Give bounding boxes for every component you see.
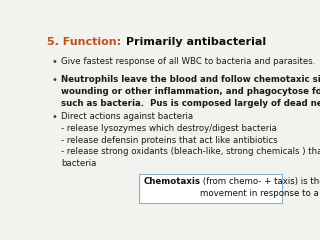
FancyBboxPatch shape [139,174,282,203]
Text: Direct actions against bacteria
- release lysozymes which destroy/digest bacteri: Direct actions against bacteria - releas… [61,112,320,168]
Text: Primarily antibacterial: Primarily antibacterial [125,37,266,47]
Text: •: • [51,57,57,67]
Text: •: • [51,112,57,122]
Text: Chemotaxis: Chemotaxis [143,177,200,186]
Text: Neutrophils leave the blood and follow chemotaxic signals to sites of
wounding o: Neutrophils leave the blood and follow c… [61,75,320,108]
Text: Give fastest response of all WBC to bacteria and parasites.: Give fastest response of all WBC to bact… [61,57,316,66]
Text: •: • [51,75,57,85]
Text: (from chemo- + taxis) is the
movement in response to a chemical stimulus.: (from chemo- + taxis) is the movement in… [200,177,320,198]
Text: 5. Function:: 5. Function: [47,37,122,47]
